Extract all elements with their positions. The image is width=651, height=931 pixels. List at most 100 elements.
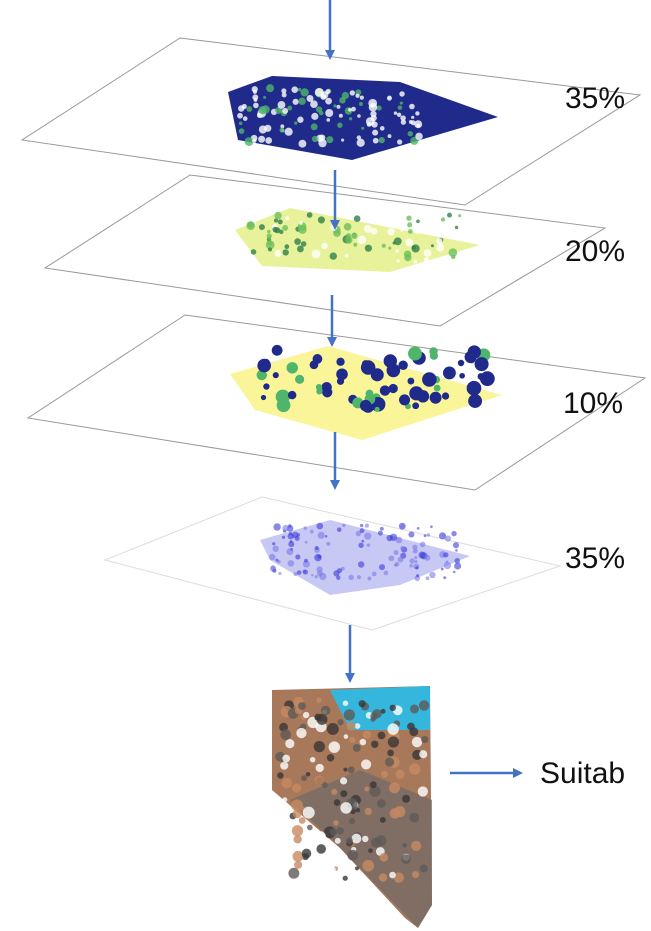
texture-dot [340, 802, 352, 814]
texture-dot [398, 361, 407, 370]
texture-dot [333, 104, 336, 107]
texture-dot [294, 572, 298, 576]
texture-dot [297, 533, 300, 536]
texture-dot [397, 113, 401, 117]
texture-dot [280, 729, 291, 740]
texture-dot [269, 554, 276, 561]
texture-dot [325, 535, 328, 538]
texture-dot [409, 813, 419, 823]
texture-dot [294, 238, 301, 245]
texture-dot [380, 527, 384, 531]
texture-dot [367, 577, 371, 581]
texture-dot [370, 781, 377, 788]
texture-dot [334, 799, 341, 806]
texture-dot [353, 744, 361, 752]
texture-dot [282, 755, 290, 763]
texture-dot [387, 750, 394, 757]
texture-dot [343, 767, 347, 771]
texture-dot [343, 876, 348, 881]
texture-dot [317, 555, 321, 559]
texture-dot [318, 216, 325, 223]
texture-dot [458, 214, 461, 217]
layer-weight: 20% [565, 235, 625, 268]
texture-dot [294, 121, 297, 124]
texture-dot [363, 731, 371, 739]
texture-dot [414, 556, 417, 559]
texture-dot [291, 86, 298, 93]
texture-dot [339, 114, 343, 118]
texture-dot [412, 225, 419, 232]
texture-dot [272, 345, 283, 356]
texture-dot [475, 357, 489, 371]
texture-dot [316, 764, 324, 772]
texture-dot [379, 564, 385, 570]
texture-dot [275, 559, 278, 562]
texture-dot [416, 574, 419, 577]
texture-dot [362, 836, 368, 842]
texture-dot [345, 237, 352, 244]
texture-dot [443, 576, 446, 579]
texture-dot [394, 111, 398, 115]
texture-dot [422, 372, 437, 387]
texture-dot [313, 354, 323, 364]
texture-dot [304, 559, 308, 563]
texture-dot [430, 525, 433, 528]
texture-dot [359, 102, 363, 106]
texture-dot [311, 113, 318, 120]
texture-dot [245, 137, 254, 146]
texture-dot [282, 249, 288, 255]
texture-dot [408, 229, 413, 234]
texture-dot [282, 108, 288, 114]
texture-dot [325, 98, 332, 105]
texture-dot [409, 763, 420, 774]
texture-dot [407, 378, 414, 385]
texture-dot [321, 382, 331, 392]
texture-dot [278, 219, 283, 224]
texture-dot [350, 216, 354, 220]
texture-dot [315, 775, 324, 784]
texture-dot [398, 105, 402, 109]
texture-dot [280, 761, 288, 769]
texture-dot [298, 98, 305, 105]
texture-dot [315, 546, 319, 550]
texture-dot [371, 837, 381, 847]
texture-dot [337, 378, 344, 385]
texture-dot [340, 777, 347, 784]
texture-dot [282, 225, 288, 231]
texture-dot [357, 139, 365, 147]
texture-dot [451, 531, 456, 536]
texture-dot [266, 84, 274, 92]
texture-dot [337, 568, 342, 573]
texture-dot [295, 375, 304, 384]
texture-dot [298, 88, 301, 91]
texture-dot [282, 536, 285, 539]
texture-dot [293, 851, 304, 862]
texture-dot [239, 122, 243, 126]
texture-dot [360, 524, 363, 527]
texture-dot [257, 359, 271, 373]
texture-dot [280, 874, 287, 881]
texture-dot [298, 140, 306, 148]
layer-3 [28, 315, 645, 490]
texture-dot [384, 354, 397, 367]
texture-dot [287, 106, 292, 111]
texture-dot [275, 250, 282, 257]
texture-dot [285, 739, 294, 748]
texture-dot [382, 244, 386, 248]
texture-dot [274, 212, 281, 219]
texture-dot [408, 531, 414, 537]
texture-dot [344, 734, 349, 739]
texture-dot [316, 523, 323, 530]
texture-dot [320, 94, 326, 100]
texture-dot [355, 94, 359, 98]
texture-dot [284, 244, 289, 249]
texture-dot [379, 873, 387, 881]
texture-dot [263, 383, 269, 389]
texture-dot [387, 228, 394, 235]
texture-dot [247, 258, 254, 265]
texture-dot [410, 705, 419, 714]
texture-dot [414, 260, 418, 264]
texture-dot [415, 566, 418, 569]
texture-dot [385, 757, 394, 766]
texture-dot [395, 562, 400, 567]
